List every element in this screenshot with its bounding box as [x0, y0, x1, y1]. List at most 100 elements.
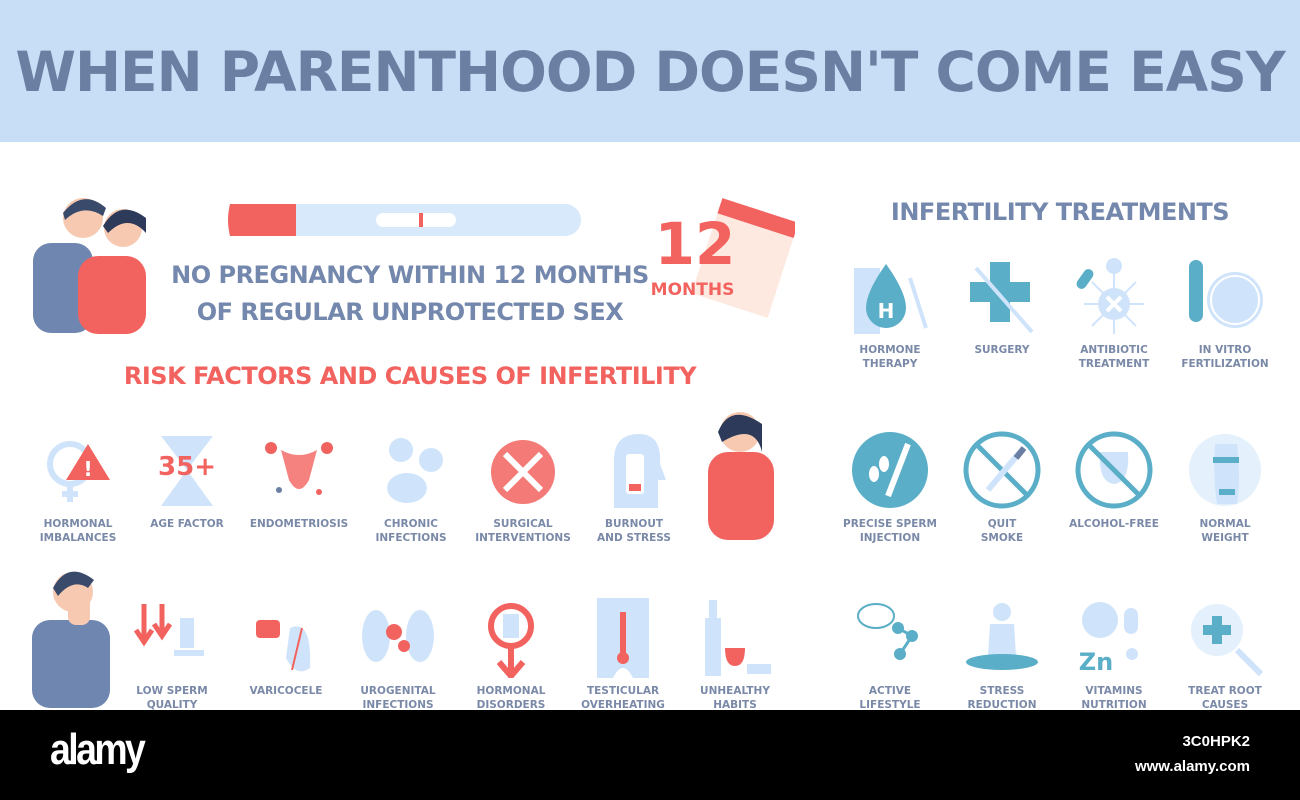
test-tube-egg-icon [1185, 258, 1265, 338]
label-line: HABITS [713, 699, 757, 711]
label-line: ACTIVE [868, 685, 912, 697]
header-band [0, 0, 1300, 142]
item-label: QUIT SMOKE [937, 517, 1067, 545]
label-line: SURGERY [974, 344, 1030, 356]
label-line: NUTRITION [1081, 699, 1147, 711]
label-line: INTERVENTIONS [475, 532, 571, 544]
label-line: ALCOHOL-FREE [1069, 518, 1159, 530]
alcohol-smoke-icon [695, 598, 775, 678]
item-label: ACTIVE LIFESTYLE [825, 684, 955, 712]
label-line: TREATMENT [1078, 358, 1150, 370]
item-label: SURGERY [937, 343, 1067, 357]
meditation-icon [962, 598, 1042, 678]
label-line: WEIGHT [1201, 532, 1249, 544]
label-line: HORMONAL [43, 518, 113, 530]
icon-text: 35+ [158, 452, 216, 482]
low-battery-head-icon [594, 430, 674, 510]
surgical-tools-icon [483, 430, 563, 510]
months-label: MONTHS [650, 280, 735, 300]
label-line: VITAMINS [1085, 685, 1143, 697]
item-label: TESTICULAR OVERHEATING [558, 684, 688, 712]
label-line: INJECTION [859, 532, 921, 544]
label-line: BURNOUT [604, 518, 664, 530]
vitamins-icon: Zn [1074, 598, 1154, 678]
pregnancy-test-icon [228, 204, 581, 236]
label-line: QUIT [987, 518, 1017, 530]
label-line: SURGICAL [493, 518, 553, 530]
icon-text: Zn [1079, 648, 1114, 676]
tennis-icon [850, 598, 930, 678]
label-line: REDUCTION [967, 699, 1037, 711]
thermometer-icon [583, 598, 663, 678]
label-line: UNHEALTHY [700, 685, 770, 697]
definition-line-1: NO PREGNANCY WITHIN 12 MONTHS [171, 261, 649, 289]
treatments-heading: INFERTILITY TREATMENTS [890, 198, 1230, 226]
label-line: IMBALANCES [39, 532, 117, 544]
item-label: UROGENITAL INFECTIONS [333, 684, 463, 712]
couple-illustration [33, 198, 146, 334]
hormone-drop-icon: H [850, 258, 930, 338]
label-line: QUALITY [146, 699, 198, 711]
item-label: ENDOMETRIOSIS [234, 517, 364, 531]
label-line: IN VITRO [1198, 344, 1252, 356]
male-symbol-icon [471, 598, 551, 681]
label-line: LIFESTYLE [859, 699, 921, 711]
label-line: FERTILIZATION [1181, 358, 1269, 370]
virus-pill-icon [1074, 258, 1154, 338]
label-line: TREAT ROOT [1188, 685, 1262, 697]
label-line: HORMONE [859, 344, 921, 356]
icon-text: H [878, 299, 895, 323]
label-line: DISORDERS [476, 699, 546, 711]
item-label: AGE FACTOR [122, 517, 252, 531]
no-smoking-icon [962, 430, 1042, 510]
medical-cross-icon [962, 258, 1042, 338]
label-line: CAUSES [1201, 699, 1249, 711]
item-label: LOW SPERM QUALITY [107, 684, 237, 712]
uterus-icon [259, 430, 339, 510]
label-line: TESTICULAR [586, 685, 660, 697]
label-line: PRECISE SPERM [843, 518, 937, 530]
item-label: HORMONAL IMBALANCES [13, 517, 143, 545]
varicocele-icon [246, 598, 326, 678]
risk-factors-heading: RISK FACTORS AND CAUSES OF INFERTILITY [123, 362, 697, 390]
footer-url: www.alamy.com [1134, 758, 1250, 775]
item-label: VARICOCELE [221, 684, 351, 698]
sperm-pipette-icon [850, 430, 930, 510]
item-label: VITAMINS NUTRITION [1049, 684, 1179, 712]
item-label: PRECISE SPERM INJECTION [825, 517, 955, 545]
item-label: UNHEALTHY HABITS [670, 684, 800, 712]
item-label: CHRONIC INFECTIONS [346, 517, 476, 545]
label-line: ANTIBIOTIC [1080, 344, 1148, 356]
label-line: STRESS [979, 685, 1025, 697]
label-line: OVERHEATING [581, 699, 665, 711]
label-line: NORMAL [1199, 518, 1251, 530]
no-alcohol-icon [1074, 430, 1154, 510]
calendar-icon [695, 198, 795, 318]
item-label: STRESS REDUCTION [937, 684, 1067, 712]
page-title: WHEN PARENTHOOD DOESN'T COME EASY [15, 40, 1285, 104]
item-label: BURNOUT AND STRESS [569, 517, 699, 545]
alamy-logo: alamy [50, 725, 146, 774]
definition-line-2: OF REGULAR UNPROTECTED SEX [196, 298, 624, 326]
kidney-virus-icon [358, 598, 438, 678]
hourglass-35-icon: 35+ [147, 430, 227, 510]
label-line: LOW SPERM [136, 685, 208, 697]
arrows-down-microscope-icon [132, 598, 212, 678]
label-line: VARICOCELE [249, 685, 323, 697]
bacteria-icon [371, 430, 451, 510]
item-label: ALCOHOL-FREE [1049, 517, 1179, 531]
item-label: IN VITRO FERTILIZATION [1160, 343, 1290, 371]
worried-woman-illustration [708, 412, 774, 540]
label-line: AND STRESS [597, 532, 671, 544]
item-label: ANTIBIOTIC TREATMENT [1049, 343, 1179, 371]
female-warning-icon: ! [38, 430, 118, 510]
label-line: SMOKE [980, 532, 1024, 544]
label-line: AGE FACTOR [150, 518, 224, 530]
label-line: INFECTIONS [375, 532, 447, 544]
worried-man-illustration [32, 571, 110, 708]
item-label: NORMAL WEIGHT [1160, 517, 1290, 545]
label-line: ENDOMETRIOSIS [249, 518, 349, 530]
label-line: UROGENITAL [360, 685, 436, 697]
item-label: SURGICAL INTERVENTIONS [458, 517, 588, 545]
body-icon [1185, 430, 1265, 510]
